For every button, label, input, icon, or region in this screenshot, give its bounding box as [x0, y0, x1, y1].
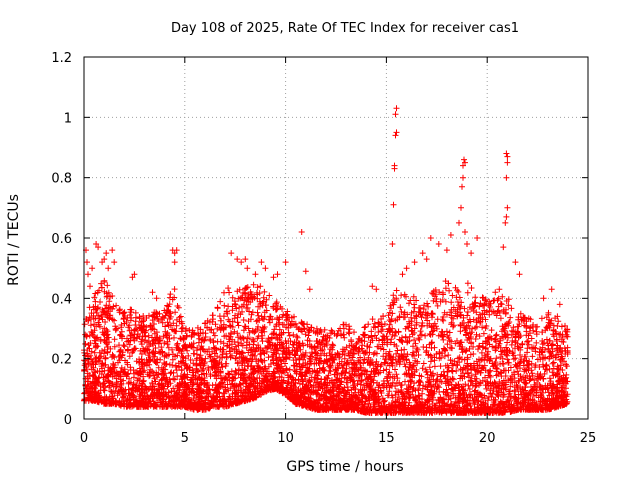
- y-axis-label: ROTI / TECUs: [6, 194, 22, 286]
- y-tick-labels: 0 0.2 0.4 0.6 0.8 1 1.2: [51, 51, 72, 428]
- y-tick-label: 0.8: [51, 172, 72, 187]
- chart-title: Day 108 of 2025, Rate Of TEC Index for r…: [171, 21, 519, 36]
- axis-ticks: [83, 56, 589, 420]
- y-tick-label: 1: [64, 111, 72, 126]
- x-axis-label: GPS time / hours: [286, 459, 403, 475]
- y-tick-label: 0: [64, 413, 72, 428]
- y-tick-label: 0.4: [51, 292, 72, 307]
- y-tick-label: 1.2: [51, 51, 72, 66]
- x-tick-label: 20: [479, 431, 496, 446]
- x-tick-label: 15: [378, 431, 395, 446]
- plot-frame: [83, 56, 589, 420]
- x-tick-label: 0: [80, 431, 88, 446]
- roti-data-points: [81, 105, 571, 416]
- x-tick-label: 5: [181, 431, 189, 446]
- y-tick-label: 0.2: [51, 353, 72, 368]
- x-tick-label: 10: [277, 431, 294, 446]
- x-tick-label: 25: [580, 431, 597, 446]
- y-tick-label: 0.6: [51, 232, 72, 247]
- x-tick-labels: 0 5 10 15 20 25: [80, 431, 596, 446]
- scatter-points: [81, 105, 571, 416]
